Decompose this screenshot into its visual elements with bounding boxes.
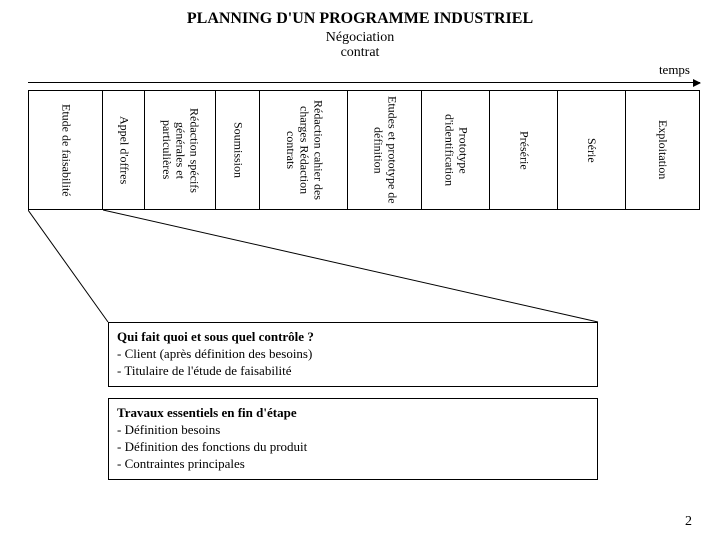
- time-axis: [28, 82, 700, 83]
- time-axis-label: temps: [659, 62, 690, 78]
- timeline-cell-label: Prototype d'identification: [442, 95, 470, 205]
- timeline-cell: Série: [558, 91, 626, 209]
- timeline-cell: Rédaction cahier des charges Rédaction c…: [260, 91, 348, 209]
- timeline-cell-label: Présérie: [517, 131, 531, 170]
- timeline-band: Etude de faisabilité Appel d'offres Rédact…: [28, 90, 700, 210]
- box-who-does-what: Qui fait quoi et sous quel contrôle ? - …: [108, 322, 598, 387]
- timeline-cell-label: Appel d'offres: [117, 116, 131, 184]
- subtitle-line2: contrat: [341, 45, 380, 60]
- box2-l3: - Contraintes principales: [117, 456, 589, 473]
- box2-l2: - Définition des fonctions du produit: [117, 439, 589, 456]
- timeline-cell-label: Exploitation: [655, 120, 669, 179]
- timeline-cell: Etudes et prototype de définition: [348, 91, 422, 209]
- timeline-cell: Appel d'offres: [103, 91, 144, 209]
- timeline-cell: Rédaction spécifs générales et particuli…: [145, 91, 216, 209]
- box2-l1: - Définition besoins: [117, 422, 589, 439]
- timeline-cell: Etude de faisabilité: [29, 91, 103, 209]
- timeline-cell-label: Soumission: [231, 122, 245, 178]
- box1-head: Qui fait quoi et sous quel contrôle ?: [117, 329, 589, 346]
- page-number: 2: [685, 514, 692, 530]
- subtitle-line1: Négociation: [326, 30, 394, 45]
- box1-l1: - Client (après définition des besoins): [117, 346, 589, 363]
- timeline-cell: Exploitation: [626, 91, 699, 209]
- timeline-cell-label: Rédaction cahier des charges Rédaction c…: [283, 95, 324, 205]
- timeline-cell: Soumission: [216, 91, 261, 209]
- timeline-cell-label: Série: [584, 138, 598, 163]
- box1-l2: - Titulaire de l'étude de faisabilité: [117, 363, 589, 380]
- timeline-cell-label: Etude de faisabilité: [59, 104, 73, 197]
- timeline-cell: Prototype d'identification: [422, 91, 490, 209]
- timeline-cell-label: Rédaction spécifs générales et particuli…: [159, 95, 200, 205]
- box2-head: Travaux essentiels en fin d'étape: [117, 405, 589, 422]
- timeline-cell: Présérie: [490, 91, 558, 209]
- box-essential-works: Travaux essentiels en fin d'étape - Défi…: [108, 398, 598, 480]
- page-title: PLANNING D'UN PROGRAMME INDUSTRIEL: [0, 10, 720, 28]
- timeline-cell-label: Etudes et prototype de définition: [371, 95, 399, 205]
- subtitle: Négociation contrat: [0, 30, 720, 61]
